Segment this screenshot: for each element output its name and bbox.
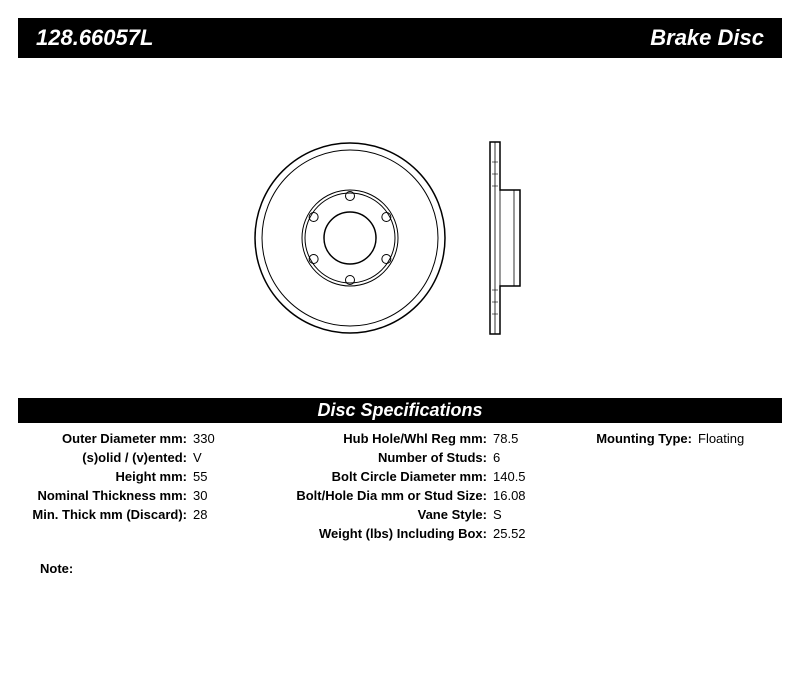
spec-col-2: Hub Hole/Whl Reg mm:78.5Number of Studs:… bbox=[278, 431, 578, 541]
note-label: Note: bbox=[40, 561, 73, 576]
spec-value: 78.5 bbox=[493, 431, 518, 446]
diagram-area bbox=[0, 58, 800, 398]
spec-value: 330 bbox=[193, 431, 215, 446]
spec-table: Outer Diameter mm:330(s)olid / (v)ented:… bbox=[0, 423, 800, 541]
spec-row: Min. Thick mm (Discard):28 bbox=[18, 507, 278, 522]
spec-label: Bolt Circle Diameter mm: bbox=[278, 469, 493, 484]
spec-value: 55 bbox=[193, 469, 207, 484]
spec-row: Vane Style:S bbox=[278, 507, 578, 522]
spec-header: Disc Specifications bbox=[18, 398, 782, 423]
spec-row: Outer Diameter mm:330 bbox=[18, 431, 278, 446]
spec-value: Floating bbox=[698, 431, 744, 446]
spec-value: 30 bbox=[193, 488, 207, 503]
spec-label: Number of Studs: bbox=[278, 450, 493, 465]
spec-label: Mounting Type: bbox=[578, 431, 698, 446]
spec-row: Hub Hole/Whl Reg mm:78.5 bbox=[278, 431, 578, 446]
spec-row: Weight (lbs) Including Box:25.52 bbox=[278, 526, 578, 541]
product-name: Brake Disc bbox=[650, 25, 764, 51]
spec-row: Height mm:55 bbox=[18, 469, 278, 484]
spec-col-1: Outer Diameter mm:330(s)olid / (v)ented:… bbox=[18, 431, 278, 541]
spec-row: Mounting Type:Floating bbox=[578, 431, 778, 446]
spec-row: Bolt Circle Diameter mm:140.5 bbox=[278, 469, 578, 484]
spec-label: Outer Diameter mm: bbox=[18, 431, 193, 446]
spec-value: 16.08 bbox=[493, 488, 526, 503]
spec-label: Nominal Thickness mm: bbox=[18, 488, 193, 503]
spec-row: Number of Studs:6 bbox=[278, 450, 578, 465]
header-bar: 128.66057L Brake Disc bbox=[18, 18, 782, 58]
spec-row: (s)olid / (v)ented:V bbox=[18, 450, 278, 465]
spec-value: 28 bbox=[193, 507, 207, 522]
spec-value: 140.5 bbox=[493, 469, 526, 484]
spec-value: S bbox=[493, 507, 502, 522]
brake-disc-diagram bbox=[240, 128, 560, 348]
spec-value: 6 bbox=[493, 450, 500, 465]
note-row: Note: bbox=[0, 541, 800, 576]
spec-col-3: Mounting Type:Floating bbox=[578, 431, 778, 541]
spec-row: Nominal Thickness mm:30 bbox=[18, 488, 278, 503]
spec-label: Vane Style: bbox=[278, 507, 493, 522]
spec-label: (s)olid / (v)ented: bbox=[18, 450, 193, 465]
spec-label: Weight (lbs) Including Box: bbox=[278, 526, 493, 541]
spec-label: Height mm: bbox=[18, 469, 193, 484]
spec-row: Bolt/Hole Dia mm or Stud Size:16.08 bbox=[278, 488, 578, 503]
spec-label: Hub Hole/Whl Reg mm: bbox=[278, 431, 493, 446]
spec-label: Min. Thick mm (Discard): bbox=[18, 507, 193, 522]
spec-value: V bbox=[193, 450, 202, 465]
part-number: 128.66057L bbox=[36, 25, 153, 51]
spec-label: Bolt/Hole Dia mm or Stud Size: bbox=[278, 488, 493, 503]
spec-value: 25.52 bbox=[493, 526, 526, 541]
